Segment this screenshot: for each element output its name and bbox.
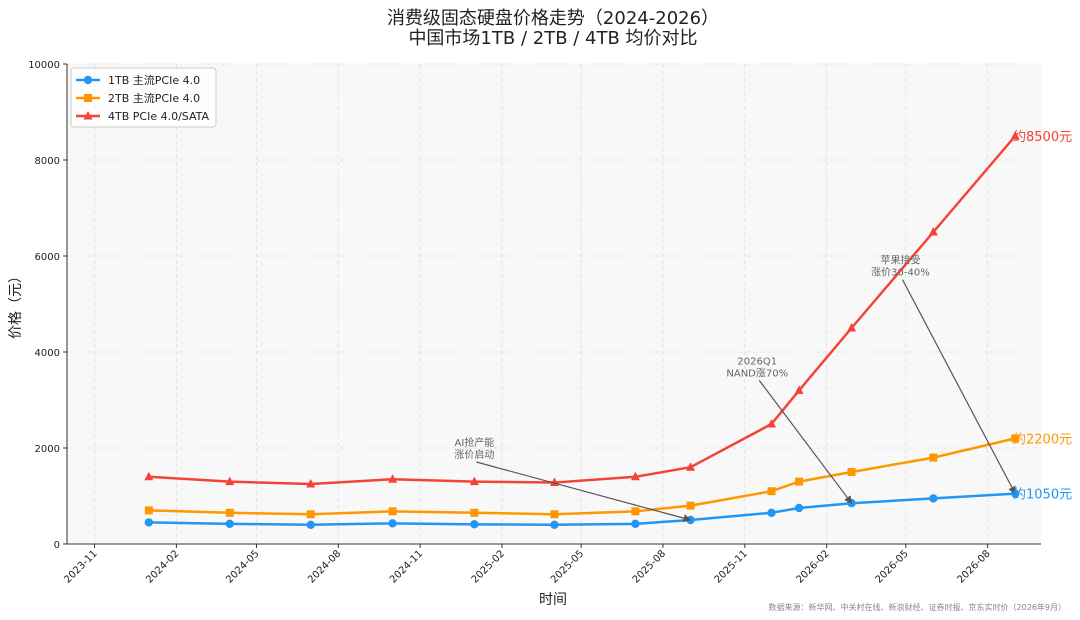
series-2 (144, 434, 1020, 519)
annotation-text: 涨价30-40% (871, 267, 930, 279)
data-point (929, 453, 938, 462)
data-point (144, 471, 154, 481)
y-tick-label: 10000 (28, 60, 60, 71)
data-point (794, 385, 804, 394)
data-point (929, 494, 938, 503)
data-point (686, 501, 695, 510)
data-point (470, 508, 479, 517)
data-point (766, 419, 776, 428)
legend-label: 4TB PCIe 4.0/SATA (108, 110, 210, 123)
grid-lines (67, 63, 1041, 545)
y-tick-label: 0 (54, 540, 60, 551)
chart-title: 消费级固态硬盘价格走势（2024-2026） (387, 8, 719, 29)
data-point (928, 227, 938, 236)
annotation-text: NAND涨70% (726, 367, 788, 379)
legend-marker (83, 75, 93, 85)
data-point (847, 323, 857, 332)
data-point (794, 503, 804, 513)
x-tick-label: 2025-02 (470, 548, 507, 585)
annotation-arrow (476, 461, 692, 523)
end-value-label: 约1050元 (1013, 488, 1072, 503)
data-point (388, 474, 398, 483)
data-point (388, 507, 397, 516)
annotation-text: 涨价启动 (454, 448, 494, 461)
legend: 1TB 主流PCIe 4.0 2TB 主流PCIe 4.0 4TB PCIe 4.0… (70, 67, 217, 128)
data-point (767, 508, 776, 517)
x-tick-label: 2025-11 (713, 548, 750, 585)
data-point (550, 520, 559, 529)
x-tick-label: 2025-05 (549, 548, 586, 585)
source-note: 数据来源：新华网、中关村在线、新浪财经、证券时报、京东实时价（2026年9月） (769, 602, 1066, 612)
end-value-label: 约2200元 (1013, 432, 1072, 447)
data-point (795, 477, 804, 486)
data-point (144, 518, 154, 527)
x-tick-label: 2024-11 (388, 548, 425, 585)
annotation-arrow (758, 380, 853, 504)
end-value-label: 约8500元 (1013, 130, 1072, 145)
legend-box (70, 67, 217, 128)
y-tick-label: 6000 (35, 252, 60, 263)
x-tick-label: 2023-11 (62, 548, 99, 585)
x-tick-label: 2026-05 (874, 548, 911, 585)
plot-area (67, 64, 1041, 544)
y-tick-label: 2000 (35, 444, 60, 455)
x-tick-label: 2024-05 (224, 548, 261, 585)
data-point (631, 519, 640, 529)
data-point (144, 506, 153, 515)
x-tick-label: 2024-02 (144, 548, 181, 585)
annotation-text: AI抢产能 (454, 436, 494, 449)
data-point (767, 487, 776, 496)
data-point (1011, 434, 1020, 443)
legend-marker (83, 111, 93, 120)
x-tick-label: 2026-08 (955, 548, 992, 585)
data-point (225, 519, 234, 529)
data-point (469, 476, 479, 486)
data-point (388, 519, 397, 528)
annotation-arrow (901, 279, 1016, 495)
data-point (470, 520, 479, 529)
x-tick-label: 2025-08 (631, 548, 668, 585)
data-point (686, 462, 696, 471)
data-point (1010, 131, 1020, 140)
data-point (225, 508, 234, 517)
data-point (550, 510, 559, 519)
y-tick-label: 8000 (35, 156, 60, 167)
y-axis-label: 价格（元） (8, 269, 24, 339)
data-point (306, 479, 316, 488)
legend-label: 2TB 主流PCIe 4.0 (108, 91, 200, 105)
data-point (631, 507, 640, 516)
legend-marker (84, 94, 92, 102)
legend-label: 1TB 主流PCIe 4.0 (108, 73, 200, 87)
data-point (225, 476, 235, 486)
annotation-text: 2026Q1 (737, 356, 777, 367)
x-tick-label: 2024-08 (306, 548, 343, 585)
data-point (306, 510, 315, 519)
x-tick-label: 2026-02 (794, 548, 831, 585)
chart-subtitle: 中国市场1TB / 2TB / 4TB 均价对比 (408, 28, 697, 49)
data-point (847, 468, 856, 476)
y-tick-label: 4000 (35, 348, 60, 359)
data-point (306, 520, 315, 529)
data-point (630, 471, 640, 481)
x-axis-label: 时间 (539, 592, 567, 608)
annotation-text: 苹果接受 (880, 254, 920, 267)
